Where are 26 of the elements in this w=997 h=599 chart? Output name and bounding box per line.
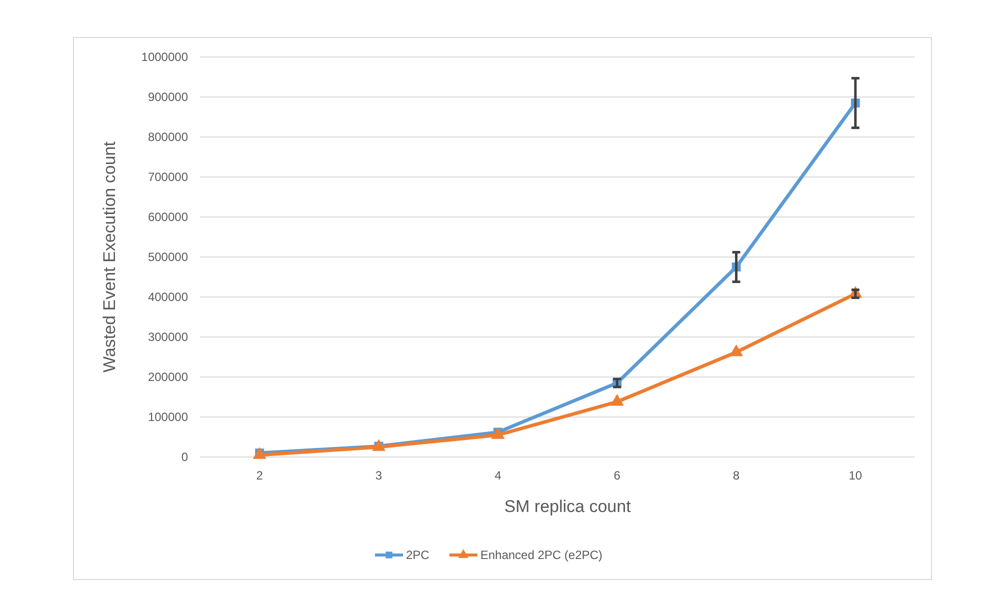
x-tick-label: 8 [732, 468, 740, 483]
x-tick-label: 6 [614, 468, 621, 483]
y-tick-label: 700000 [148, 170, 188, 184]
y-tick-label: 600000 [148, 210, 188, 224]
y-tick-label: 0 [181, 450, 188, 464]
point [729, 344, 744, 356]
y-axis-title: Wasted Event Execution count [100, 141, 119, 372]
x-tick-label: 3 [375, 468, 382, 483]
legend-label: Enhanced 2PC (e2PC) [480, 548, 602, 562]
y-tick-label: 900000 [148, 90, 188, 104]
y-tick-label: 800000 [148, 130, 188, 144]
x-tick-label: 10 [848, 468, 862, 483]
y-tick-label: 100000 [148, 410, 188, 424]
point [610, 394, 624, 406]
y-tick-label: 500000 [148, 250, 188, 264]
y-tick-label: 400000 [148, 290, 188, 304]
x-axis-title: SM replica count [504, 497, 632, 516]
point [252, 447, 266, 459]
y-tick-label: 1000000 [141, 50, 188, 64]
y-tick-label: 300000 [148, 330, 188, 344]
y-tick-label: 200000 [148, 370, 188, 384]
legend-label: 2PC [406, 548, 430, 562]
x-tick-label: 4 [494, 468, 502, 483]
x-tick-label: 2 [256, 468, 264, 483]
point [491, 427, 505, 439]
point [372, 439, 386, 451]
